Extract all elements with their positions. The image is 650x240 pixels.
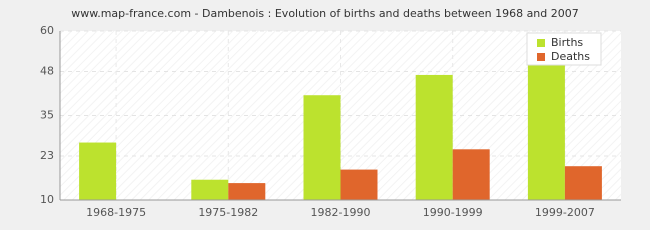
bar: [564, 166, 602, 200]
x-tick-label: 1990-1999: [423, 206, 483, 219]
y-tick-label: 23: [40, 149, 54, 162]
x-tick-label: 1975-1982: [198, 206, 258, 219]
legend-label: Births: [551, 36, 583, 49]
bar: [452, 149, 490, 200]
y-tick-label: 10: [40, 193, 54, 206]
x-tick-label: 1982-1990: [311, 206, 371, 219]
bar: [228, 183, 266, 200]
legend-swatch: [537, 39, 545, 47]
chart-title: www.map-france.com - Dambenois : Evoluti…: [71, 7, 579, 20]
y-tick-label: 60: [40, 24, 54, 37]
bar: [303, 95, 341, 200]
legend-swatch: [537, 53, 545, 61]
x-tick-label: 1999-2007: [535, 206, 595, 219]
bar: [79, 142, 117, 200]
y-tick-label: 35: [40, 109, 54, 122]
y-tick-label: 48: [40, 65, 54, 78]
bar: [340, 169, 378, 200]
bar: [415, 74, 453, 200]
bar: [527, 58, 565, 200]
x-tick-label: 1968-1975: [86, 206, 146, 219]
chart: www.map-france.com - Dambenois : Evoluti…: [0, 0, 650, 230]
bar: [191, 179, 229, 200]
legend-label: Deaths: [551, 50, 590, 63]
legend-box: [526, 32, 602, 66]
